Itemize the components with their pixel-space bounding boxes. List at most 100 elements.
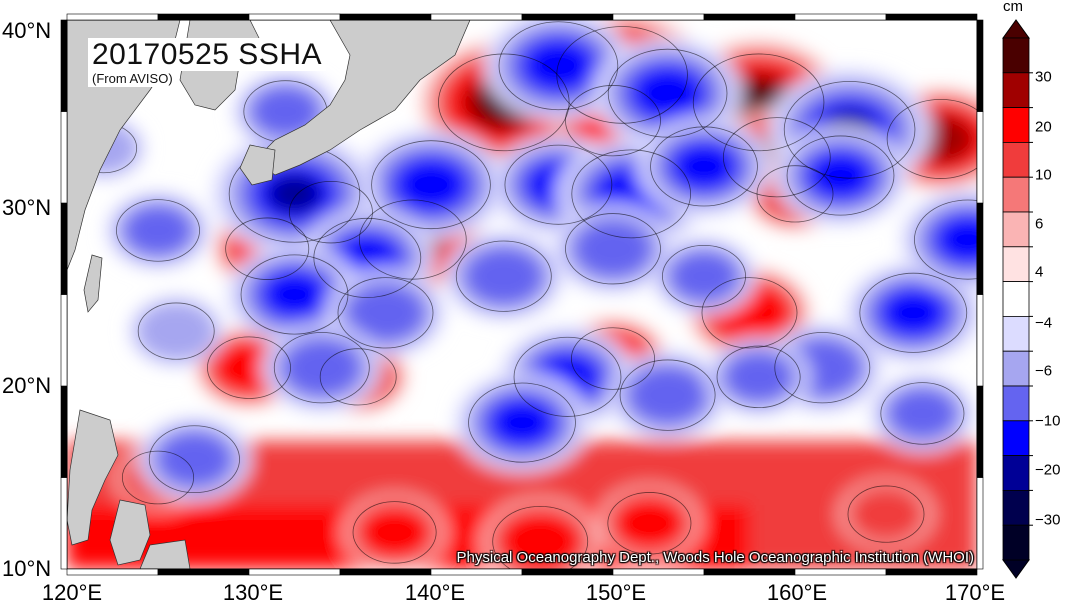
frame-right-segment [976, 385, 984, 478]
map-frame [60, 13, 984, 576]
colorbar-tick-neg6: −6 [1035, 362, 1053, 380]
ssha-anomaly-40-level-3 [935, 215, 977, 264]
contour-ring-4 [722, 117, 831, 198]
map-credit: Physical Oceanography Dept., Woods Hole … [456, 549, 974, 566]
frame-bottom-segment [248, 568, 341, 576]
contour-ring-31 [455, 240, 552, 312]
colorbar-swatch-14 [1002, 524, 1030, 561]
lat-label-40: 40°N [2, 18, 52, 43]
frame-top-segment [430, 13, 523, 21]
contour-ring-36 [468, 382, 576, 463]
colorbar-tick-neg30: −30 [1035, 511, 1061, 529]
colorbar-swatch-3 [1002, 141, 1030, 178]
contour-ring-9 [701, 277, 798, 349]
ssha-anomaly-32-level-2 [573, 219, 653, 278]
frame-top-segment [248, 13, 341, 21]
lon-label-160: 160°E [766, 580, 828, 605]
colorbar-swatch-13 [1002, 489, 1030, 526]
ssha-anomaly-22-level-3 [807, 151, 874, 200]
contour-ring-43 [116, 199, 200, 262]
contour-ring-21 [783, 81, 916, 179]
frame-left-segment [60, 202, 68, 295]
contour-ring-2 [692, 53, 825, 152]
ssha-anomaly-16-level-2 [360, 506, 429, 558]
contour-ring-13 [756, 165, 834, 223]
frame-bottom-segment [794, 568, 887, 576]
frame-top-segment [157, 13, 250, 21]
frame-right-segment [976, 294, 984, 387]
contour-ring-3 [886, 98, 977, 179]
frame-top-segment [703, 13, 796, 21]
frame-bottom-segment [703, 568, 796, 576]
contour-ring-12 [319, 348, 397, 406]
contour-ring-33 [662, 245, 746, 308]
contour-ring-1 [556, 26, 688, 124]
frame-right-segment [976, 202, 984, 295]
ssha-field [67, 20, 977, 569]
map-title: 20170525 SSHA [88, 38, 327, 71]
contour-ring-10 [571, 327, 655, 390]
ssha-anomaly-36-level-3 [489, 398, 555, 447]
land-mass-2 [239, 144, 276, 186]
contour-ring-27 [650, 126, 758, 207]
frame-left-segment [60, 477, 68, 570]
ssha-anomaly-33-level-2 [669, 250, 739, 302]
contour-ring-0 [438, 53, 570, 152]
contour-ring-5 [565, 85, 661, 157]
frame-top-segment [521, 13, 614, 21]
lon-label-120: 120°E [41, 580, 103, 605]
ssha-anomaly-42-level-2 [888, 388, 957, 439]
contour-ring-15 [607, 492, 692, 555]
contour-ring-19 [498, 21, 619, 111]
lon-label-140: 140°E [404, 580, 466, 605]
colorbar-swatch-10 [1002, 385, 1030, 422]
contour-ring-11 [207, 336, 291, 399]
contour-ring-22 [786, 135, 895, 216]
ssha-anomaly-14-level-2 [501, 512, 580, 569]
colorbar-swatch-0 [1002, 37, 1030, 74]
ssha-anomaly-23-level-3 [394, 157, 468, 212]
colorbar-swatch-8 [1002, 315, 1030, 352]
ssha-anomaly-29-level-3 [261, 270, 328, 319]
colorbar-swatch-7 [1002, 281, 1030, 317]
colorbar [1002, 19, 1033, 579]
frame-right-segment [976, 19, 984, 112]
ssha-anomaly-39-level-3 [880, 288, 947, 338]
ssha-anomaly-19-level-3 [522, 38, 595, 93]
ssha-anomaly-17-level-1 [846, 484, 926, 544]
land-mass-5 [67, 409, 119, 546]
ssha-anomaly-15-level-2 [615, 497, 684, 549]
frame-top-segment [794, 13, 887, 21]
frame-left-segment [60, 294, 68, 387]
contour-ring-44 [137, 302, 215, 360]
contour-ring-35 [619, 359, 716, 431]
contour-lines [69, 21, 977, 569]
colorbar-tick-neg4: −4 [1035, 314, 1053, 332]
ssha-anomaly-41-level-2 [724, 351, 793, 403]
lon-label-130: 130°E [222, 580, 284, 605]
contour-ring-32 [565, 213, 661, 285]
contour-ring-46 [148, 425, 240, 494]
colorbar-tick-20: 20 [1035, 118, 1052, 136]
contour-ring-17 [847, 485, 925, 543]
ssha-anomaly-43-level-2 [123, 205, 193, 256]
frame-top-segment [339, 13, 432, 21]
colorbar-swatch-11 [1002, 420, 1030, 456]
frame-bottom-segment [157, 568, 250, 576]
contour-ring-29 [240, 254, 349, 335]
contour-ring-26 [571, 149, 691, 239]
lon-label-150: 150°E [585, 580, 647, 605]
frame-right-segment [976, 111, 984, 204]
colorbar-swatch-4 [1002, 176, 1030, 213]
contour-ring-39 [859, 272, 968, 353]
contour-ring-38 [774, 332, 871, 404]
contour-ring-30 [337, 277, 434, 349]
colorbar-swatch-2 [1002, 107, 1030, 143]
frame-bottom-segment [885, 568, 978, 576]
land-mass-4 [83, 254, 103, 313]
land-mass-6 [109, 499, 151, 566]
frame-bottom-segment [66, 568, 159, 576]
frame-bottom-segment [430, 568, 523, 576]
